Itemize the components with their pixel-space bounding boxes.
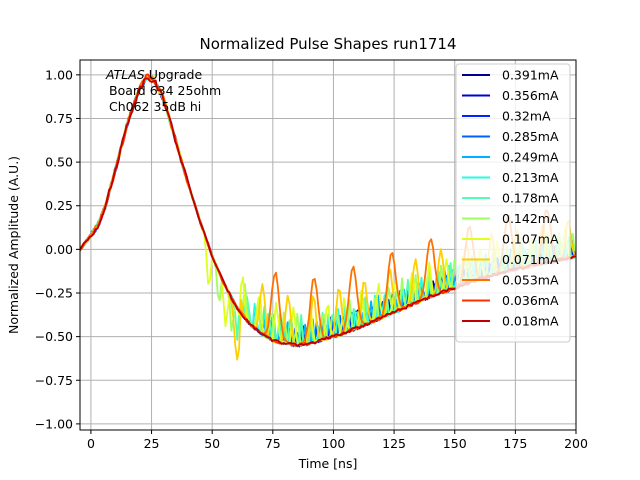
legend-entry: 0.249mA (462, 150, 559, 165)
legend-label: 0.142mA (502, 211, 559, 226)
legend-label: 0.32mA (502, 109, 551, 124)
atlas-annotation: ATLAS Upgrade Board 634 25ohm Ch062 35dB… (105, 67, 221, 114)
x-tick-label: 25 (144, 436, 160, 451)
annotation-line-2: Board 634 25ohm (109, 83, 221, 98)
upgrade-label: Upgrade (145, 67, 203, 82)
legend-entry: 0.391mA (462, 68, 559, 83)
y-tick-label: 1.00 (45, 67, 73, 82)
y-tick-label: −0.75 (35, 373, 73, 388)
legend-label: 0.053mA (502, 273, 559, 288)
y-tick-label: −1.00 (35, 416, 73, 431)
legend-label: 0.107mA (502, 232, 559, 247)
x-tick-label: 150 (443, 436, 467, 451)
legend-label: 0.285mA (502, 129, 559, 144)
plot-frame (79, 59, 577, 431)
legend-entry: 0.142mA (462, 211, 559, 226)
legend-label: 0.249mA (502, 150, 559, 165)
chart-title: Normalized Pulse Shapes run1714 (199, 35, 456, 53)
annotation-line-3: Ch062 35dB hi (109, 99, 201, 114)
y-axis-label: Normalized Amplitude (A.U.) (6, 156, 21, 334)
x-tick-label: 50 (204, 436, 220, 451)
legend-entry: 0.356mA (462, 88, 559, 103)
x-tick-label: 75 (265, 436, 281, 451)
legend-entry: 0.107mA (462, 232, 559, 247)
x-tick-label: 125 (382, 436, 406, 451)
legend-label: 0.036mA (502, 293, 559, 308)
legend-label: 0.356mA (502, 88, 559, 103)
y-tick-label: −0.25 (35, 285, 73, 300)
y-tick-label: −0.50 (35, 329, 73, 344)
legend-box (455, 63, 571, 343)
legend-entry: 0.285mA (462, 129, 559, 144)
y-axis-ticks: 1.00 0.75 0.50 0.25 0.00 −0.25 −0.50 −0.75 −1.00 (35, 67, 80, 431)
legend-entry: 0.213mA (462, 170, 559, 185)
y-tick-label: 0.50 (45, 155, 73, 170)
x-tick-label: 200 (564, 436, 588, 451)
legend-entry: 0.071mA (462, 252, 559, 267)
x-tick-label: 0 (87, 436, 95, 451)
atlas-label: ATLAS (105, 67, 145, 82)
y-tick-label: 0.75 (45, 111, 73, 126)
legend-entry: 0.053mA (462, 273, 559, 288)
legend-entry: 0.018mA (462, 314, 559, 329)
x-tick-label: 100 (322, 436, 346, 451)
legend-label: 0.018mA (502, 314, 559, 329)
y-tick-label: 0.00 (45, 242, 73, 257)
legend: 0.391mA 0.356mA 0.32mA 0.285mA 0.249mA 0.213m… (455, 63, 571, 343)
y-tick-label: 0.25 (45, 198, 73, 213)
legend-entry: 0.32mA (462, 109, 551, 124)
legend-label: 0.071mA (502, 252, 559, 267)
x-tick-label: 175 (503, 436, 527, 451)
legend-label: 0.178mA (502, 191, 559, 206)
legend-label: 0.213mA (502, 170, 559, 185)
legend-label: 0.391mA (502, 68, 559, 83)
x-axis-ticks: 0 25 50 75 100 125 150 175 200 (87, 430, 588, 451)
legend-entry: 0.036mA (462, 293, 559, 308)
x-axis-label: Time [ns] (298, 456, 358, 471)
annotation-line-1: ATLAS Upgrade (105, 67, 202, 82)
legend-entry: 0.178mA (462, 191, 559, 206)
